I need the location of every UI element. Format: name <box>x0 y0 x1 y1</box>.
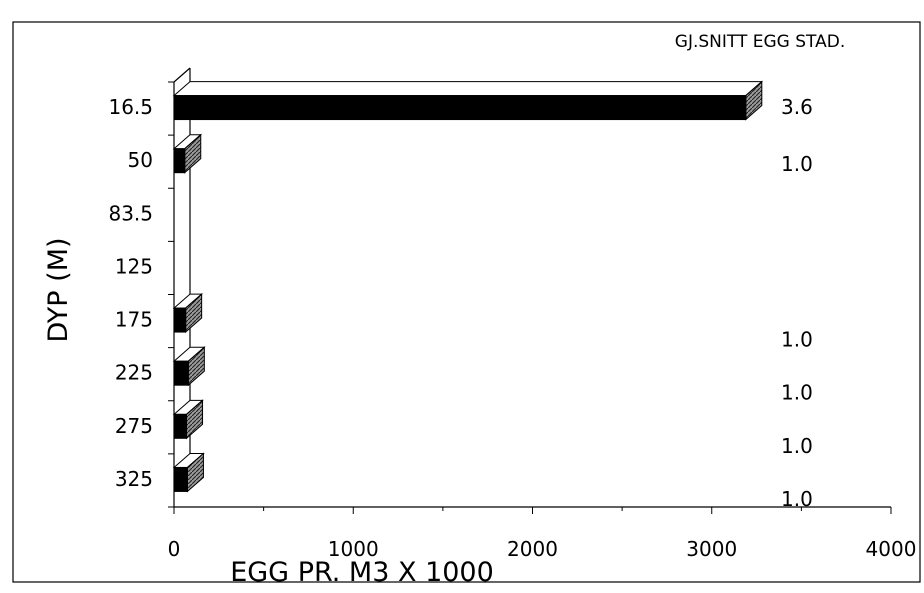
y-tick-label: 325 <box>115 467 153 491</box>
y-axis-title: DYP (M) <box>43 237 74 342</box>
bars <box>172 80 764 493</box>
stage-label: 1.0 <box>781 434 813 458</box>
x-axis-title: EGG PR. M3 X 1000 <box>230 557 494 588</box>
stage-label: 1.0 <box>781 381 813 405</box>
stage-label: 1.0 <box>781 328 813 352</box>
x-tick-label: 1000 <box>328 537 379 561</box>
stage-label: 1.0 <box>781 487 813 511</box>
bar <box>172 292 203 334</box>
bar <box>172 452 205 493</box>
y-tick-label: 16.5 <box>108 95 153 119</box>
bar-front-face <box>173 360 189 386</box>
y-tick-label: 125 <box>115 254 153 278</box>
y-tick-labels: 16.5 50 83.5 125 175 225 275 325 <box>108 95 153 491</box>
bar-front-face <box>173 413 188 439</box>
y-tick-label: 50 <box>128 148 153 172</box>
chart-frame <box>12 21 921 583</box>
x-tick-label: 4000 <box>866 537 917 561</box>
bar <box>172 346 206 387</box>
x-tick-label: 0 <box>168 537 181 561</box>
back-wall-edge <box>173 67 191 83</box>
bar <box>172 80 764 121</box>
bar-top-face <box>172 81 764 97</box>
bar-front-face <box>173 307 187 333</box>
x-tick-label: 3000 <box>686 537 737 561</box>
stage-labels: 3.6 1.0 1.0 1.0 1.0 1.0 <box>781 95 813 511</box>
stage-column-title: GJ.SNITT EGG STAD. <box>675 32 845 52</box>
bar <box>172 399 204 440</box>
bar-front-face <box>173 466 188 492</box>
y-tick-label: 225 <box>115 361 153 385</box>
stage-label: 1.0 <box>781 152 813 176</box>
stage-label: 3.6 <box>781 95 813 119</box>
x-tick-labels: 0 1000 2000 3000 4000 <box>168 537 917 561</box>
y-tick-label: 175 <box>115 308 153 332</box>
bar <box>172 133 203 174</box>
y-tick-label: 83.5 <box>108 201 153 225</box>
bar-front-face <box>173 148 186 174</box>
bar-front-face <box>173 95 747 121</box>
y-tick-label: 275 <box>115 414 153 438</box>
x-tick-label: 2000 <box>507 537 558 561</box>
